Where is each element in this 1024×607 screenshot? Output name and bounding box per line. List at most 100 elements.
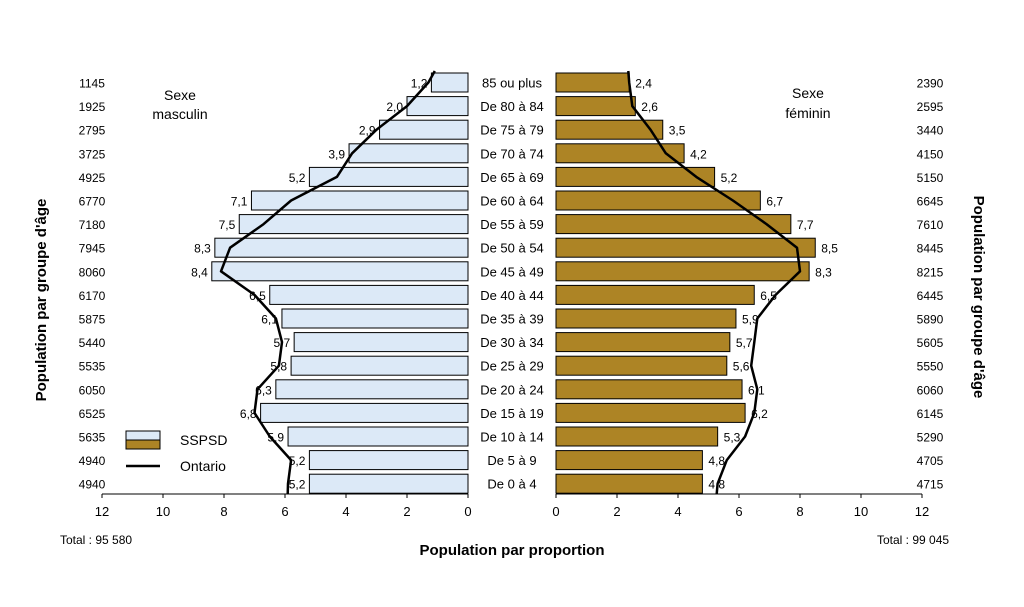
- x-tick-label-left: 12: [95, 504, 109, 519]
- bar-male: [406, 96, 469, 117]
- bar-male: [275, 379, 469, 400]
- count-male: 5535: [79, 360, 106, 374]
- count-female: 5550: [917, 360, 944, 374]
- count-female: 4150: [917, 147, 944, 161]
- count-female: 4705: [917, 454, 944, 468]
- bar-female: [555, 379, 743, 400]
- bar-male: [308, 450, 469, 471]
- bar-male: [379, 119, 469, 140]
- value-label-female: 5,7: [736, 336, 753, 350]
- bar-male: [281, 308, 469, 329]
- count-female: 2595: [917, 100, 944, 114]
- value-label-female: 2,6: [641, 100, 658, 114]
- count-male: 5875: [79, 313, 106, 327]
- value-label-male: 3,9: [328, 147, 345, 161]
- y-axis-title-left: Population par groupe d'âge: [33, 199, 50, 402]
- bar-male: [293, 332, 469, 353]
- value-label-male: 1,2: [411, 77, 428, 91]
- count-male: 6525: [79, 407, 106, 421]
- bar-female: [555, 402, 746, 423]
- bar-female: [555, 355, 728, 376]
- count-female: 3440: [917, 124, 944, 138]
- total-female: Total : 99 045: [877, 533, 949, 547]
- value-label-female: 4,2: [690, 147, 707, 161]
- value-label-male: 6,8: [240, 407, 257, 421]
- bar-female: [555, 308, 737, 329]
- category-label: De 5 à 9: [487, 453, 536, 468]
- value-label-male: 8,4: [191, 265, 208, 279]
- legend-label-sspsd: SSPSD: [180, 432, 227, 448]
- category-label: De 75 à 79: [480, 123, 544, 138]
- bar-female: [555, 190, 761, 211]
- bar-female: [555, 261, 810, 282]
- count-female: 6145: [917, 407, 944, 421]
- value-label-female: 3,5: [669, 124, 686, 138]
- bar-female: [555, 166, 716, 187]
- value-label-female: 5,6: [733, 360, 750, 374]
- male-label-line1: Sexe: [164, 87, 196, 103]
- count-male: 7945: [79, 242, 106, 256]
- value-label-male: 7,1: [231, 195, 248, 209]
- bar-male: [211, 261, 469, 282]
- value-label-male: 6,5: [249, 289, 266, 303]
- count-male: 4940: [79, 454, 106, 468]
- bar-male: [348, 143, 469, 164]
- value-label-male: 5,9: [267, 431, 284, 445]
- category-label: De 45 à 49: [480, 264, 544, 279]
- bar-female: [555, 214, 792, 235]
- bar-female: [555, 284, 755, 305]
- count-male: 1925: [79, 100, 106, 114]
- count-female: 6060: [917, 383, 944, 397]
- bar-female: [555, 332, 731, 353]
- count-male: 5635: [79, 431, 106, 445]
- value-label-male: 2,9: [359, 124, 376, 138]
- count-female: 6445: [917, 289, 944, 303]
- value-label-male: 8,3: [194, 242, 211, 256]
- category-label: De 40 à 44: [480, 288, 544, 303]
- bar-male: [430, 72, 469, 93]
- count-female: 8445: [917, 242, 944, 256]
- count-male: 3725: [79, 147, 106, 161]
- legend-swatch-female: [125, 439, 161, 450]
- category-label: De 60 à 64: [480, 194, 544, 209]
- category-label: De 50 à 54: [480, 241, 544, 256]
- count-female: 7610: [917, 218, 944, 232]
- count-male: 8060: [79, 265, 106, 279]
- category-label: De 25 à 29: [480, 359, 544, 374]
- bar-male: [269, 284, 469, 305]
- x-tick-label-right: 12: [915, 504, 929, 519]
- category-label: De 80 à 84: [480, 99, 544, 114]
- x-tick-label-right: 0: [552, 504, 559, 519]
- category-label: 85 ou plus: [482, 76, 542, 91]
- legend-swatch-male: [125, 430, 161, 441]
- category-label: De 55 à 59: [480, 217, 544, 232]
- male-label-line2: masculin: [152, 106, 207, 122]
- x-tick-label-left: 2: [403, 504, 410, 519]
- category-label: De 65 à 69: [480, 170, 544, 185]
- category-label: De 10 à 14: [480, 430, 544, 445]
- value-label-female: 6,5: [760, 289, 777, 303]
- legend: SSPSD Ontario: [125, 430, 227, 474]
- count-female: 5150: [917, 171, 944, 185]
- count-female: 8215: [917, 265, 944, 279]
- x-tick-label-right: 4: [674, 504, 681, 519]
- count-male: 7180: [79, 218, 106, 232]
- ontario-line-female: [627, 70, 802, 495]
- total-male: Total : 95 580: [60, 533, 132, 547]
- x-tick-label-left: 4: [342, 504, 349, 519]
- value-label-female: 5,2: [721, 171, 738, 185]
- bar-female: [555, 473, 703, 494]
- x-tick-label-right: 6: [735, 504, 742, 519]
- axes-group: 12 10 8 6 4 2 0 0 2 4 6 8 10 12: [95, 493, 929, 519]
- count-male: 2795: [79, 124, 106, 138]
- count-male: 6170: [79, 289, 106, 303]
- value-label-male: 5,2: [289, 454, 306, 468]
- legend-label-ontario: Ontario: [180, 458, 226, 474]
- count-male: 1145: [79, 77, 105, 91]
- x-tick-label-left: 0: [464, 504, 471, 519]
- category-label: De 0 à 4: [487, 477, 536, 492]
- value-label-female: 6,7: [766, 195, 783, 209]
- bar-male: [250, 190, 469, 211]
- value-label-female: 8,3: [815, 265, 832, 279]
- bar-female: [555, 426, 719, 447]
